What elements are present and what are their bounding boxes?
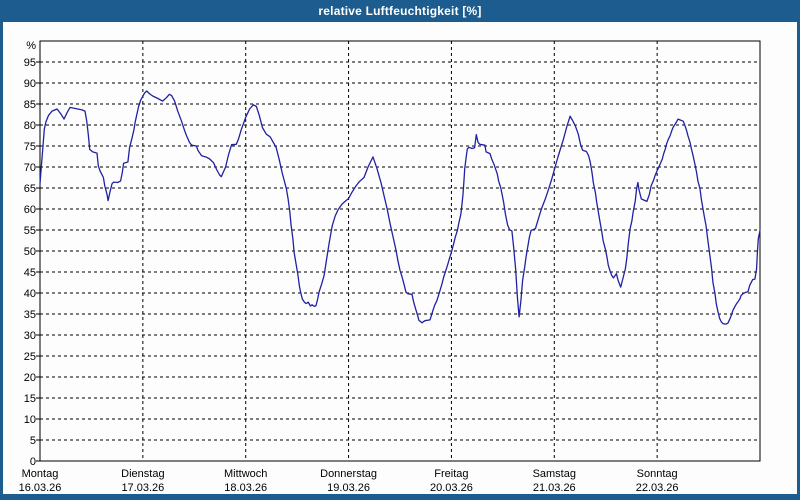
y-axis-unit-label: % <box>26 40 36 52</box>
x-day-label: Sonntag <box>637 468 678 480</box>
window-title: relative Luftfeuchtigkeit [%] <box>318 4 482 18</box>
y-tick-label: 85 <box>24 99 36 111</box>
y-tick-label: 90 <box>24 78 36 90</box>
y-tick-label: 45 <box>24 267 36 279</box>
window-titlebar: relative Luftfeuchtigkeit [%] <box>0 0 800 22</box>
window-border-bottom <box>0 494 800 500</box>
y-tick-label: 25 <box>24 351 36 363</box>
x-day-label: Donnerstag <box>320 468 377 480</box>
x-day-label: Montag <box>22 468 59 480</box>
y-tick-label: 20 <box>24 372 36 384</box>
y-tick-label: 50 <box>24 246 36 258</box>
humidity-series-line <box>39 90 761 325</box>
x-zero-label: 0 <box>30 456 36 468</box>
y-tick-label: 35 <box>24 309 36 321</box>
x-date-label: 19.03.26 <box>327 482 370 494</box>
y-tick-label: 95 <box>24 57 36 69</box>
y-tick-label: 40 <box>24 288 36 300</box>
window-border-left <box>0 0 3 500</box>
plot-border <box>39 40 761 462</box>
x-day-label: Mittwoch <box>224 468 267 480</box>
x-date-label: 21.03.26 <box>533 482 576 494</box>
x-date-label: 16.03.26 <box>19 482 62 494</box>
y-tick-label: 5 <box>30 435 36 447</box>
y-tick-label: 30 <box>24 330 36 342</box>
y-tick-label: 65 <box>24 183 36 195</box>
y-tick-label: 15 <box>24 393 36 405</box>
x-date-label: 20.03.26 <box>430 482 473 494</box>
y-tick-label: 55 <box>24 225 36 237</box>
x-day-label: Freitag <box>434 468 468 480</box>
x-date-label: 18.03.26 <box>224 482 267 494</box>
window-border-right <box>797 0 800 500</box>
x-day-label: Samstag <box>533 468 576 480</box>
x-date-label: 17.03.26 <box>121 482 164 494</box>
y-tick-label: 75 <box>24 141 36 153</box>
x-day-label: Dienstag <box>121 468 164 480</box>
y-tick-label: 70 <box>24 162 36 174</box>
y-tick-label: 10 <box>24 414 36 426</box>
x-date-label: 22.03.26 <box>636 482 679 494</box>
y-tick-label: 80 <box>24 120 36 132</box>
y-tick-label: 60 <box>24 204 36 216</box>
